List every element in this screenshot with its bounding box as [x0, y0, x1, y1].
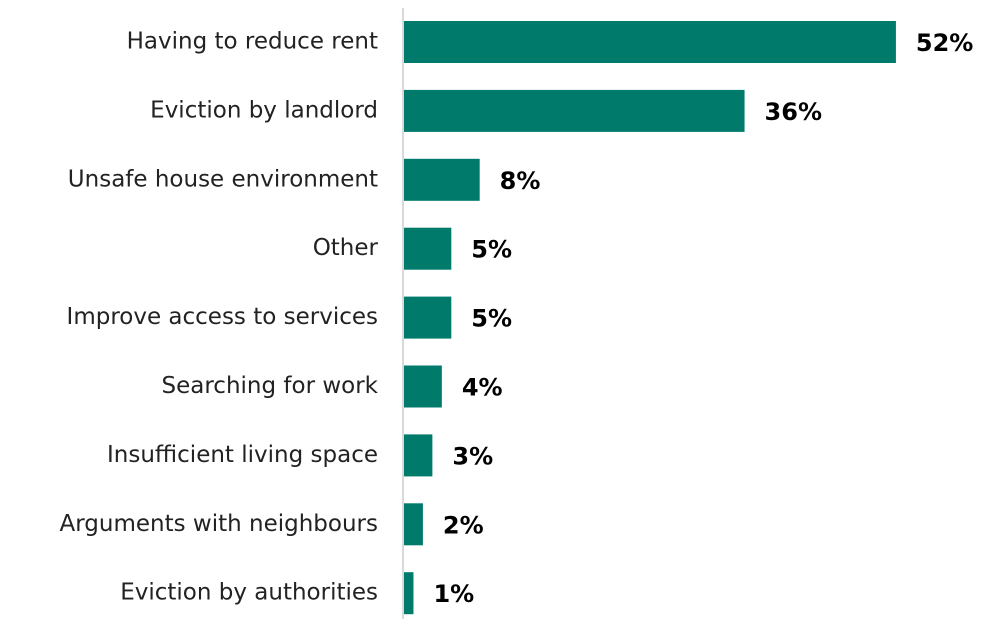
- bar: [404, 158, 480, 201]
- category-label: Searching for work: [162, 373, 379, 399]
- data-label: 36%: [765, 98, 822, 126]
- data-label: 5%: [471, 305, 512, 333]
- category-label: Eviction by landlord: [150, 97, 378, 123]
- category-label: Improve access to services: [67, 304, 378, 330]
- data-label: 8%: [500, 167, 541, 195]
- category-label: Unsafe house environment: [68, 166, 378, 192]
- category-label: Having to reduce rent: [127, 29, 378, 55]
- data-label: 1%: [433, 580, 474, 608]
- bar: [404, 227, 452, 270]
- data-label: 3%: [452, 442, 493, 470]
- bar: [404, 296, 452, 339]
- bar: [404, 434, 433, 477]
- category-label: Arguments with neighbours: [60, 511, 379, 537]
- category-label: Other: [313, 235, 379, 261]
- category-label: Eviction by authorities: [120, 580, 378, 606]
- data-label: 52%: [916, 29, 973, 57]
- bar: [404, 572, 414, 615]
- category-label: Insufficient living space: [107, 442, 378, 468]
- bar: [404, 365, 442, 408]
- bar: [404, 503, 423, 546]
- data-label: 4%: [462, 374, 503, 402]
- bar: [404, 89, 745, 132]
- data-label: 5%: [471, 236, 512, 264]
- bar: [404, 21, 896, 63]
- data-label: 2%: [443, 511, 484, 539]
